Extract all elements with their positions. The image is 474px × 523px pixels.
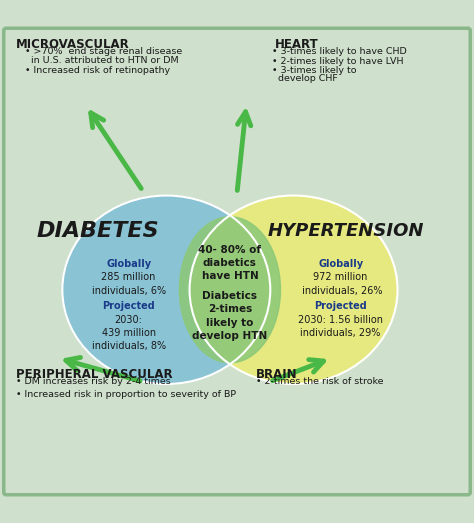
Text: • Increased risk of retinopathy: • Increased risk of retinopathy [25, 66, 170, 75]
Text: • 3-times likely to: • 3-times likely to [273, 66, 357, 75]
Text: develop HTN: develop HTN [192, 331, 267, 341]
Text: HEART: HEART [275, 38, 319, 51]
Text: • 2-times likely to have LVH: • 2-times likely to have LVH [273, 56, 404, 65]
Text: HYPERTENSION: HYPERTENSION [268, 222, 424, 240]
Text: Projected: Projected [314, 301, 367, 311]
Text: likely to: likely to [206, 317, 254, 327]
Text: Globally: Globally [318, 259, 363, 269]
Text: • 3-times likely to have CHD: • 3-times likely to have CHD [273, 47, 407, 56]
Text: • 2-times the risk of stroke: • 2-times the risk of stroke [256, 377, 383, 386]
Text: • >70%  end stage renal disease: • >70% end stage renal disease [25, 47, 182, 56]
Text: Projected: Projected [102, 301, 155, 311]
Text: 2030: 1.56 billion: 2030: 1.56 billion [298, 314, 383, 325]
Text: • DM increases risk by 2-4 times: • DM increases risk by 2-4 times [16, 377, 170, 386]
Text: 2030:: 2030: [115, 314, 143, 325]
Ellipse shape [190, 196, 398, 384]
Text: in U.S. attributed to HTN or DM: in U.S. attributed to HTN or DM [25, 55, 179, 64]
Text: individuals, 8%: individuals, 8% [91, 341, 166, 351]
Text: have HTN: have HTN [201, 271, 258, 281]
Text: 439 million: 439 million [101, 328, 155, 338]
Text: individuals, 6%: individuals, 6% [91, 286, 166, 295]
Text: MICROVASCULAR: MICROVASCULAR [16, 38, 129, 51]
FancyBboxPatch shape [4, 28, 470, 495]
Ellipse shape [179, 217, 281, 363]
Text: individuals, 26%: individuals, 26% [299, 286, 383, 295]
Text: Diabetics: Diabetics [202, 291, 257, 301]
Text: diabetics: diabetics [203, 258, 257, 268]
Text: • Increased risk in proportion to severity of BP: • Increased risk in proportion to severi… [16, 390, 236, 399]
Ellipse shape [62, 196, 270, 384]
Text: DIABETES: DIABETES [36, 221, 159, 241]
Text: 40- 80% of: 40- 80% of [199, 245, 262, 255]
Text: develop CHF: develop CHF [273, 74, 338, 84]
Text: individuals, 29%: individuals, 29% [301, 328, 381, 338]
Text: PERIPHERAL VASCULAR: PERIPHERAL VASCULAR [16, 368, 172, 381]
Text: 972 million: 972 million [313, 272, 368, 282]
Text: Globally: Globally [106, 259, 151, 269]
Text: BRAIN: BRAIN [256, 368, 298, 381]
Text: 2-times: 2-times [208, 304, 252, 314]
Text: 285 million: 285 million [101, 272, 156, 282]
